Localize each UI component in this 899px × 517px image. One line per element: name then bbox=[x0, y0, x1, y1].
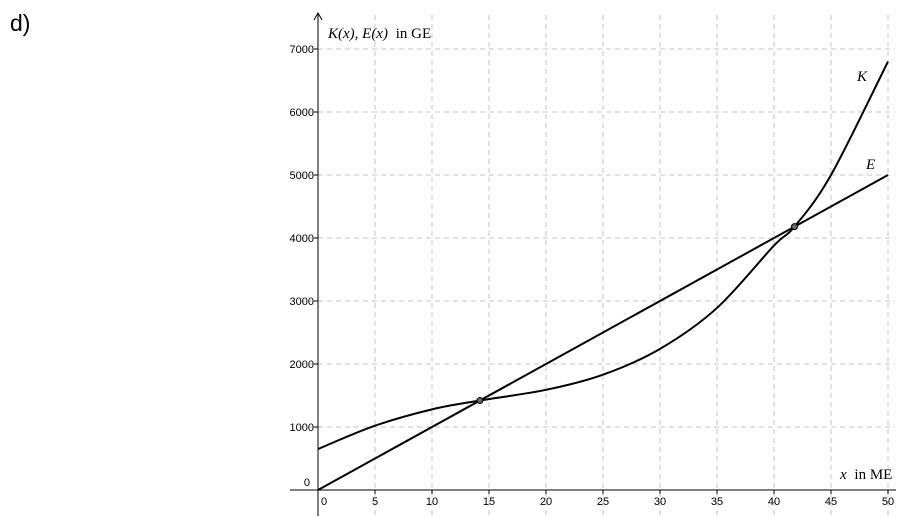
y-axis-label-unit: in GE bbox=[396, 26, 431, 42]
grid bbox=[300, 15, 895, 515]
y-tick-label-5000: 5000 bbox=[290, 170, 314, 182]
x-tick-label-40: 40 bbox=[768, 496, 780, 508]
chart-labels: K(x), E(x) in GE x in ME K E bbox=[327, 26, 892, 483]
x-tick-label-30: 30 bbox=[654, 496, 666, 508]
series-label-E: E bbox=[865, 157, 875, 173]
intersection-points bbox=[476, 223, 799, 405]
x-tick-label-20: 20 bbox=[540, 496, 552, 508]
intersection-point-2 bbox=[791, 223, 799, 231]
x-tick-label-35: 35 bbox=[711, 496, 723, 508]
y-tick-label-0: 0 bbox=[304, 477, 310, 489]
y-axis-label: K(x), E(x) in GE bbox=[327, 26, 431, 42]
y-axis-label-var: K(x), E(x) bbox=[327, 26, 388, 42]
axes bbox=[290, 11, 896, 516]
y-tick-label-6000: 6000 bbox=[290, 107, 314, 119]
x-tick-label-0: 0 bbox=[321, 496, 327, 508]
x-axis-label: x in ME bbox=[839, 467, 892, 483]
x-tick-label-45: 45 bbox=[825, 496, 837, 508]
y-axis-arrow bbox=[313, 11, 323, 21]
x-tick-label-50: 50 bbox=[882, 496, 894, 508]
x-tick-label-10: 10 bbox=[426, 496, 438, 508]
y-tick-label-4000: 4000 bbox=[290, 233, 314, 245]
x-tick-label-15: 15 bbox=[483, 496, 495, 508]
y-tick-label-7000: 7000 bbox=[290, 44, 314, 56]
intersection-point-1 bbox=[476, 397, 484, 405]
x-tick-label-25: 25 bbox=[597, 496, 609, 508]
series-line-K bbox=[317, 61, 889, 450]
x-axis-label-unit: in ME bbox=[854, 467, 892, 483]
x-tick-label-5: 5 bbox=[372, 496, 378, 508]
x-axis-label-var: x bbox=[839, 467, 847, 483]
y-tick-label-2000: 2000 bbox=[290, 359, 314, 371]
series-label-K: K bbox=[856, 69, 868, 85]
tick-labels: 0 5 10 15 20 25 30 35 40 45 50 0 1000 2000 3000 4000 500… bbox=[290, 44, 895, 508]
y-tick-label-3000: 3000 bbox=[290, 296, 314, 308]
task-label: d) bbox=[10, 10, 31, 36]
y-tick-label-1000: 1000 bbox=[290, 422, 314, 434]
